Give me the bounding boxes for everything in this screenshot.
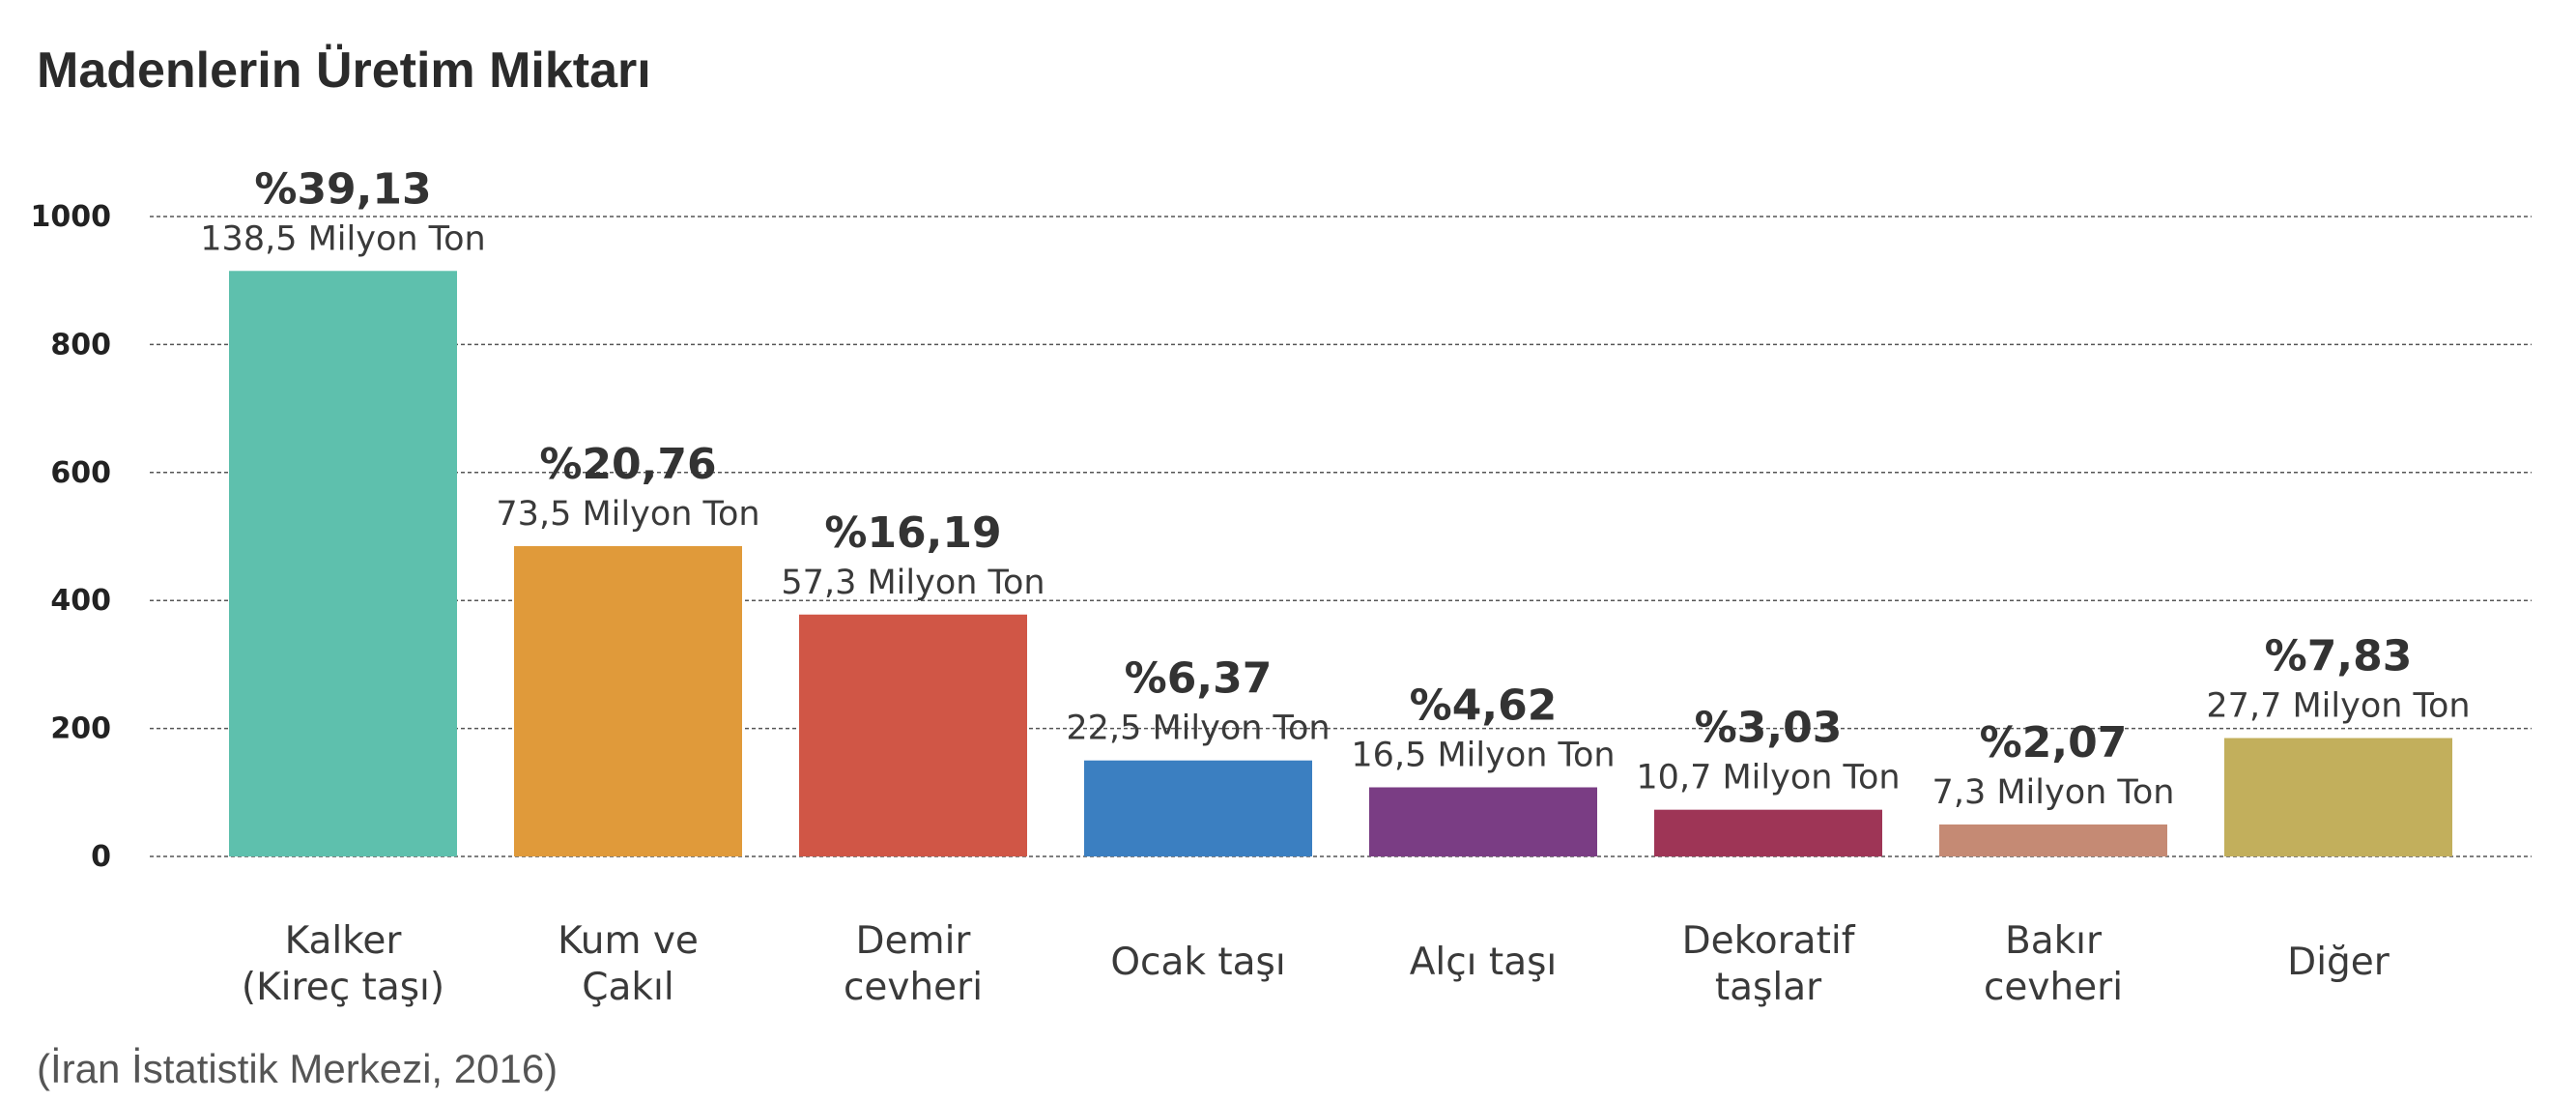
category-label: taşlar <box>1715 966 1822 1009</box>
y-tick-label: 1000 <box>31 200 112 234</box>
bar <box>1084 760 1312 856</box>
category-label: Diğer <box>2287 941 2390 984</box>
bar <box>1369 787 1597 856</box>
amount-label: 22,5 Milyon Ton <box>1066 710 1330 748</box>
y-tick-label: 200 <box>50 712 111 746</box>
percent-label: %39,13 <box>254 164 431 214</box>
y-tick-label: 400 <box>50 584 111 618</box>
amount-label: 16,5 Milyon Ton <box>1351 737 1615 775</box>
percent-label: %2,07 <box>1980 718 2128 768</box>
percent-label: %3,03 <box>1695 704 1843 753</box>
amount-label: 10,7 Milyon Ton <box>1636 759 1900 797</box>
y-tick-label: 800 <box>50 328 111 362</box>
y-tick-label: 0 <box>91 840 111 874</box>
amount-label: 27,7 Milyon Ton <box>2206 687 2470 726</box>
gridlines <box>150 216 2532 857</box>
source-note: (İran İstatistik Merkezi, 2016) <box>37 1046 558 1091</box>
category-label: cevheri <box>1984 966 2123 1009</box>
x-axis-categories: Kalker(Kireç taşı)Kum veÇakılDemircevher… <box>242 919 2390 1009</box>
bar <box>1939 824 2167 856</box>
amount-label: 138,5 Milyon Ton <box>200 219 485 258</box>
bars <box>229 271 2452 856</box>
percent-label: %7,83 <box>2265 632 2413 681</box>
category-label: Kalker <box>285 919 403 963</box>
chart-title: Madenlerin Üretim Miktarı <box>37 43 651 99</box>
percent-label: %6,37 <box>1125 654 1273 704</box>
category-label: Bakır <box>2005 919 2103 963</box>
category-label: (Kireç taşı) <box>242 966 444 1009</box>
bar <box>229 271 457 856</box>
category-label: Dekoratif <box>1682 919 1856 963</box>
category-label: Ocak taşı <box>1110 941 1285 984</box>
y-tick-label: 600 <box>50 456 111 490</box>
category-label: Çakıl <box>582 966 673 1009</box>
category-label: Demir <box>856 919 972 963</box>
percent-label: %20,76 <box>539 440 716 489</box>
category-label: cevheri <box>844 966 983 1009</box>
bar-labels: 138,5 Milyon Ton %39,13 73,5 Milyon Ton %20… <box>200 164 2470 812</box>
category-label: Kum ve <box>558 919 699 963</box>
percent-label: %16,19 <box>824 508 1001 558</box>
amount-label: 57,3 Milyon Ton <box>781 564 1045 602</box>
y-axis-ticks: 0 200 400 600 800 1000 <box>31 200 112 874</box>
amount-label: 73,5 Milyon Ton <box>496 495 759 534</box>
bar <box>799 614 1027 856</box>
amount-label: 7,3 Milyon Ton <box>1932 773 2175 812</box>
bar <box>1654 809 1882 856</box>
bar <box>2224 738 2452 856</box>
bar <box>514 545 742 856</box>
category-label: Alçı taşı <box>1410 941 1558 984</box>
percent-label: %4,62 <box>1410 681 1558 731</box>
